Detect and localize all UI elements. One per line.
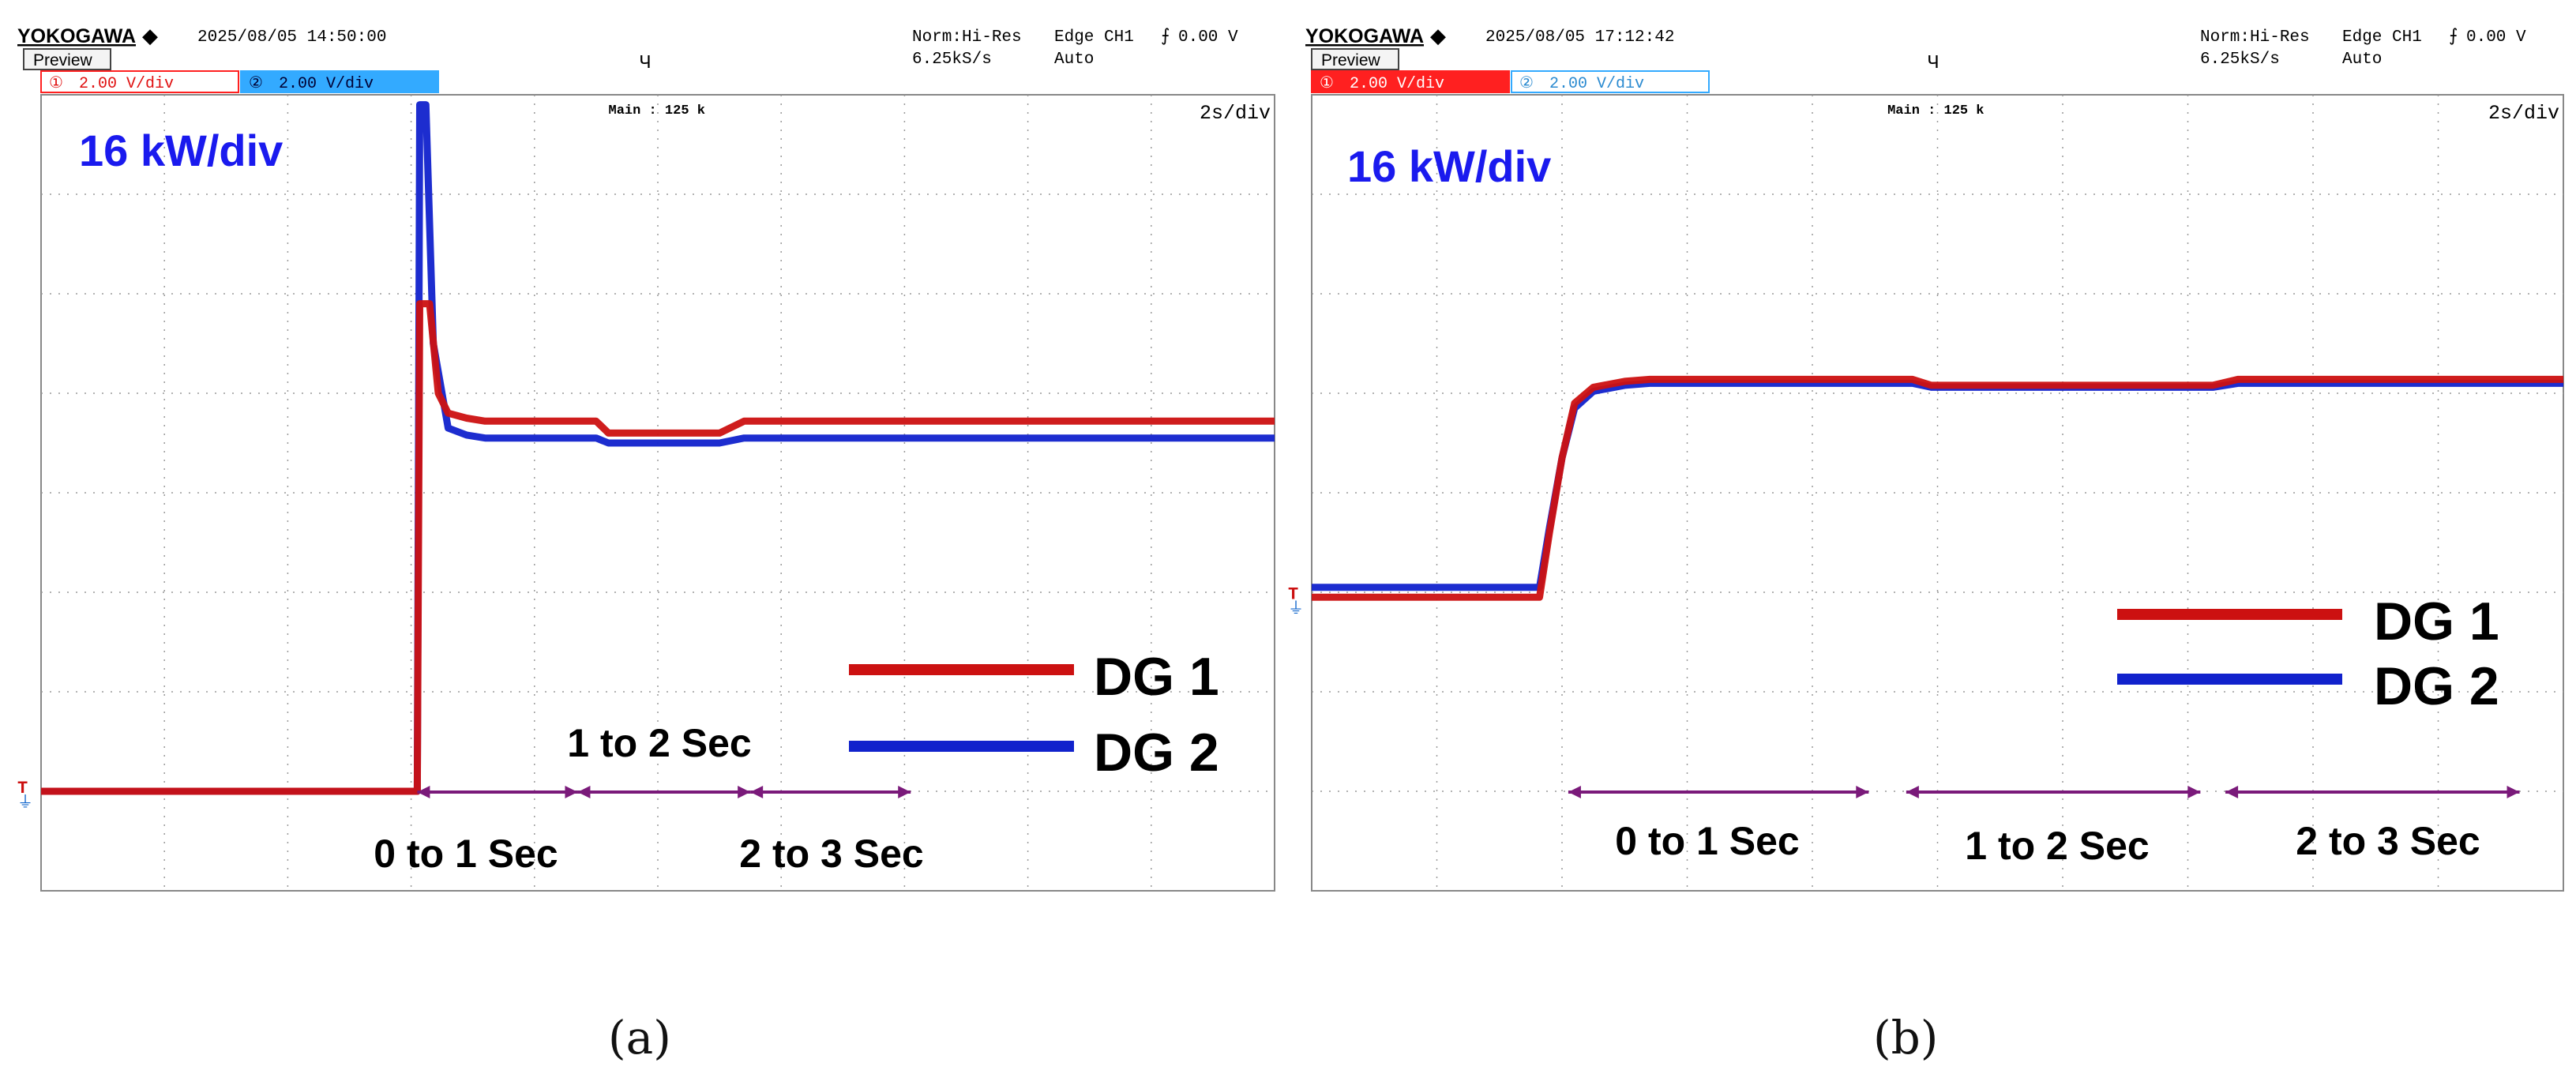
ch1-label-box-b	[1311, 70, 1510, 93]
interval-label-1-b: 0 to 1 Sec	[1615, 819, 1799, 863]
arrowhead-left-1-b	[1568, 786, 1581, 798]
preview-box-b	[1311, 48, 1399, 70]
arrowhead-right-3-b	[2507, 786, 2520, 798]
scope-panel-b: YOKOGAWA ◆ 2025/08/05 17:12:42 Norm:Hi-Res 6…	[1288, 0, 2576, 987]
timebase-b: 2s/div	[2488, 102, 2559, 125]
legend-label-dg1-a: DG 1	[1094, 647, 1219, 707]
falling-edge-icon-a: ⨍	[1161, 27, 1170, 47]
ch2-number-a: ②	[249, 75, 263, 93]
trigger-level-marker-a: T	[17, 779, 28, 798]
ch1-scale-a: 2.00 V/div	[79, 75, 174, 93]
sample-rate-b: 6.25kS/s	[2200, 51, 2280, 69]
ch1-number-b: ①	[1320, 75, 1334, 93]
acq-mode-b: Norm:Hi-Res	[2200, 28, 2310, 47]
legend-label-dg2-b: DG 2	[2374, 656, 2499, 716]
arrowhead-right-3-a	[898, 786, 911, 798]
ch1-scale-b: 2.00 V/div	[1350, 75, 1444, 93]
datetime-a: 2025/08/05 14:50:00	[197, 28, 386, 47]
main-memory-b: Main : 125 k	[1887, 103, 1984, 118]
ch2-scale-b: 2.00 V/div	[1549, 75, 1644, 93]
legend-label-dg2-a: DG 2	[1094, 723, 1219, 783]
trigger-level-a: 0.00 V	[1178, 28, 1238, 47]
sample-rate-a: 6.25kS/s	[912, 51, 992, 69]
legend-label-dg1-b: DG 1	[2374, 591, 2499, 652]
trigger-level-b: 0.00 V	[2466, 28, 2526, 47]
ch2-label-box-b	[1511, 70, 1710, 93]
arrowhead-left-2-a	[577, 786, 591, 798]
timebase-a: 2s/div	[1200, 102, 1271, 125]
ch2-label-box-a	[240, 70, 439, 93]
arrowhead-right-2-b	[2187, 786, 2201, 798]
main-memory-a: Main : 125 k	[609, 103, 705, 118]
trigger-pos-icon-b: Ч	[1928, 53, 1939, 74]
datetime-b: 2025/08/05 17:12:42	[1485, 28, 1674, 47]
arrowhead-left-1-a	[417, 786, 430, 798]
diamond-icon-a: ◆	[142, 24, 158, 47]
caption-b: (b)	[1873, 1011, 1939, 1065]
interval-label-1-a: 0 to 1 Sec	[374, 832, 558, 876]
trigger-mode-a: Auto	[1054, 51, 1094, 69]
trigger-pos-icon-a: Ч	[640, 53, 651, 74]
interval-label-2-a: 1 to 2 Sec	[567, 721, 751, 765]
trigger-source-a: Edge CH1	[1054, 28, 1134, 47]
caption-a: (a)	[608, 1011, 671, 1065]
trigger-source-b: Edge CH1	[2342, 28, 2422, 47]
diamond-icon-b: ◆	[1430, 24, 1446, 47]
series-line-dg1-a	[41, 300, 1275, 795]
arrowhead-right-1-b	[1856, 786, 1869, 798]
trigger-level-marker-b: T	[1288, 584, 1298, 604]
arrowhead-left-3-a	[750, 786, 764, 798]
trigger-mode-b: Auto	[2342, 51, 2382, 69]
scope-chart-a: YOKOGAWA ◆ 2025/08/05 14:50:00 Norm:Hi-Res 6…	[17, 24, 1275, 892]
scale-label-b: 16 kW/div	[1347, 141, 1551, 191]
scope-chart-b: YOKOGAWA ◆ 2025/08/05 17:12:42 Norm:Hi-Res 6…	[1288, 24, 2564, 892]
ch2-scale-a: 2.00 V/div	[279, 75, 374, 93]
ch2-number-b: ②	[1519, 75, 1534, 93]
arrowhead-right-1-a	[565, 786, 578, 798]
scale-label-a: 16 kW/div	[79, 126, 283, 175]
scope-panel-a: YOKOGAWA ◆ 2025/08/05 14:50:00 Norm:Hi-Res 6…	[0, 0, 1288, 987]
preview-box-a	[23, 48, 111, 70]
ch1-number-a: ①	[49, 75, 63, 93]
ground-marker-icon-b: ⏚	[1288, 599, 1304, 618]
arrowhead-left-3-b	[2225, 786, 2239, 798]
brand-logo-a: YOKOGAWA	[17, 25, 136, 47]
brand-logo-b: YOKOGAWA	[1305, 25, 1424, 47]
interval-label-2-b: 1 to 2 Sec	[1965, 824, 2149, 868]
preview-label-b: Preview	[1321, 51, 1381, 69]
series-line-dg2-a	[41, 101, 1275, 795]
series-line-dg1-b	[1312, 375, 2563, 601]
ground-marker-icon-a: ⏚	[17, 794, 33, 813]
acq-mode-a: Norm:Hi-Res	[912, 28, 1022, 47]
interval-label-3-a: 2 to 3 Sec	[739, 832, 923, 876]
interval-label-3-b: 2 to 3 Sec	[2296, 819, 2480, 863]
arrowhead-right-2-a	[738, 786, 751, 798]
falling-edge-icon-b: ⨍	[2449, 27, 2458, 47]
ch1-label-box-a	[40, 70, 239, 93]
preview-label-a: Preview	[33, 51, 93, 69]
arrowhead-left-2-b	[1906, 786, 1919, 798]
